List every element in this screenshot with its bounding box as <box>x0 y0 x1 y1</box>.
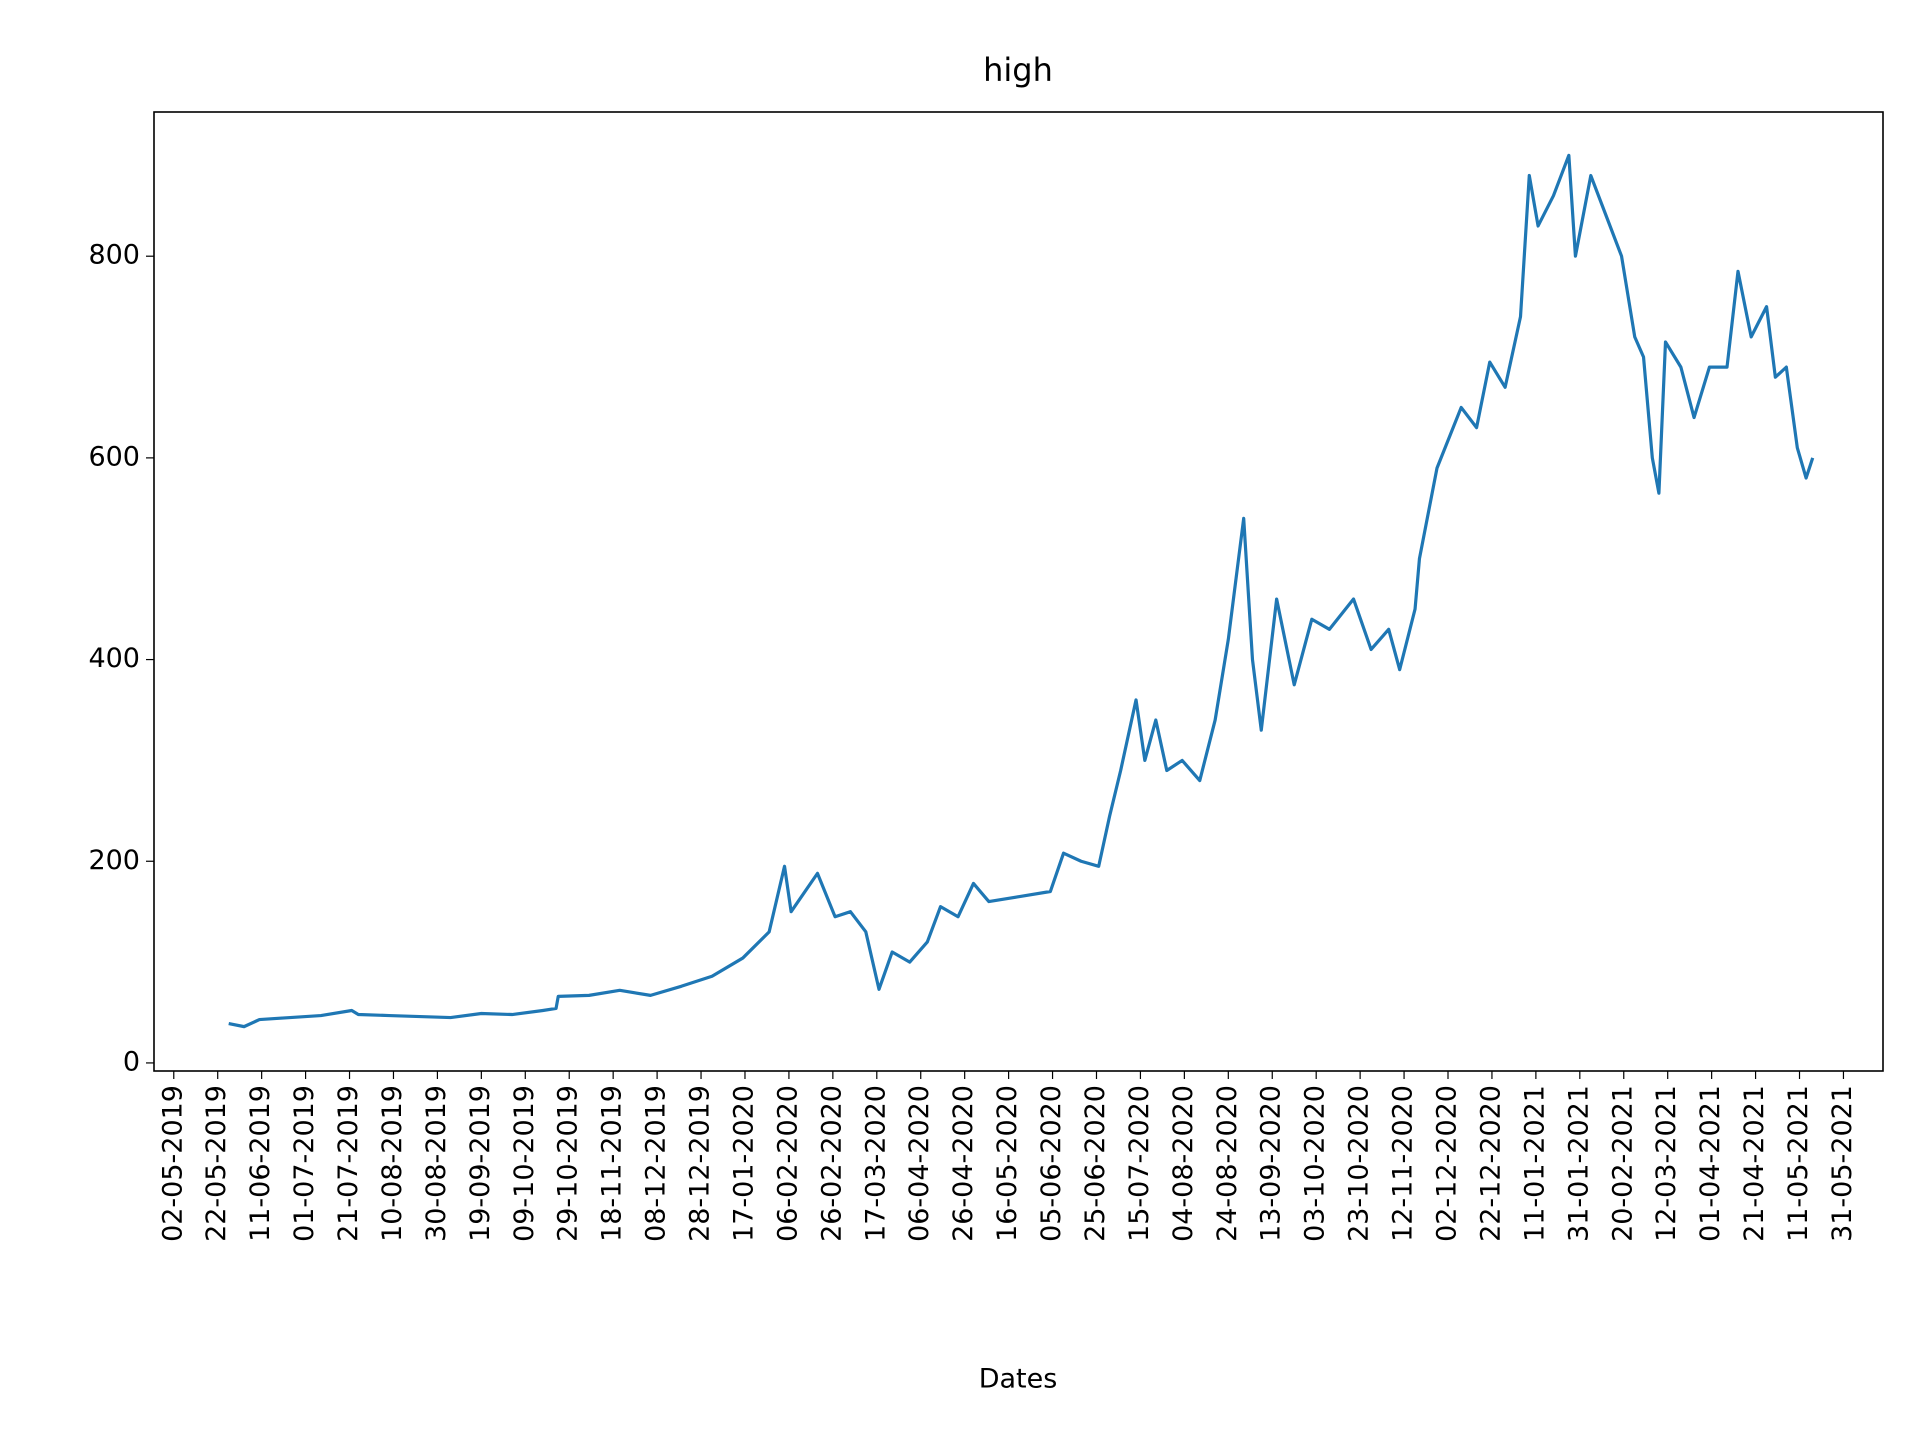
x-tick-label: 26-02-2020 <box>816 1085 847 1242</box>
x-tick-label: 01-04-2021 <box>1695 1085 1726 1242</box>
y-tick-label: 200 <box>88 845 140 876</box>
x-tick-label: 15-07-2020 <box>1124 1085 1155 1242</box>
x-tick-label: 13-09-2020 <box>1256 1085 1287 1242</box>
data-line <box>228 153 1815 1029</box>
x-tick-label: 30-08-2019 <box>421 1085 452 1242</box>
x-tick-label: 06-04-2020 <box>904 1085 935 1242</box>
x-tick-label: 12-11-2020 <box>1388 1085 1419 1242</box>
x-tick-label: 22-05-2019 <box>201 1085 232 1242</box>
x-tick-label: 21-04-2021 <box>1739 1085 1770 1242</box>
y-tick-label: 0 <box>123 1046 140 1077</box>
x-tick-label: 20-02-2021 <box>1607 1085 1638 1242</box>
x-tick-label: 26-04-2020 <box>948 1085 979 1242</box>
x-tick-label: 16-05-2020 <box>992 1085 1023 1242</box>
x-tick-label: 11-01-2021 <box>1519 1085 1550 1242</box>
x-tick-label: 31-01-2021 <box>1563 1085 1594 1242</box>
y-tick-label: 400 <box>88 643 140 674</box>
x-tick-label: 05-06-2020 <box>1036 1085 1067 1242</box>
chart-title: high <box>983 51 1053 89</box>
x-tick-label: 19-09-2019 <box>465 1085 496 1242</box>
x-axis-label: Dates <box>979 1364 1058 1395</box>
x-tick-label: 25-06-2020 <box>1080 1085 1111 1242</box>
x-tick-label: 24-08-2020 <box>1212 1085 1243 1242</box>
x-tick-label: 11-06-2019 <box>245 1085 276 1242</box>
x-tick-label: 02-05-2019 <box>157 1085 188 1242</box>
y-tick-label: 600 <box>88 441 140 472</box>
x-tick-label: 28-12-2019 <box>685 1085 716 1242</box>
x-tick-label: 01-07-2019 <box>289 1085 320 1242</box>
x-tick-label: 09-10-2019 <box>509 1085 540 1242</box>
x-tick-label: 18-11-2019 <box>597 1085 628 1242</box>
x-tick-label: 17-03-2020 <box>860 1085 891 1242</box>
x-tick-label: 06-02-2020 <box>772 1085 803 1242</box>
x-tick-label: 17-01-2020 <box>728 1085 759 1242</box>
x-tick-label: 02-12-2020 <box>1432 1085 1463 1242</box>
x-tick-label: 21-07-2019 <box>333 1085 364 1242</box>
x-tick-label: 12-03-2021 <box>1651 1085 1682 1242</box>
x-tick-label: 10-08-2019 <box>377 1085 408 1242</box>
x-tick-label: 31-05-2021 <box>1827 1085 1858 1242</box>
x-tick-label: 23-10-2020 <box>1344 1085 1375 1242</box>
x-tick-label: 29-10-2019 <box>553 1085 584 1242</box>
y-tick-label: 800 <box>88 240 140 271</box>
x-tick-label: 11-05-2021 <box>1783 1085 1814 1242</box>
x-tick-label: 08-12-2019 <box>641 1085 672 1242</box>
x-tick-label: 03-10-2020 <box>1300 1085 1331 1242</box>
x-tick-label: 22-12-2020 <box>1475 1085 1506 1242</box>
plot-frame <box>153 111 1884 1072</box>
x-tick-label: 04-08-2020 <box>1168 1085 1199 1242</box>
